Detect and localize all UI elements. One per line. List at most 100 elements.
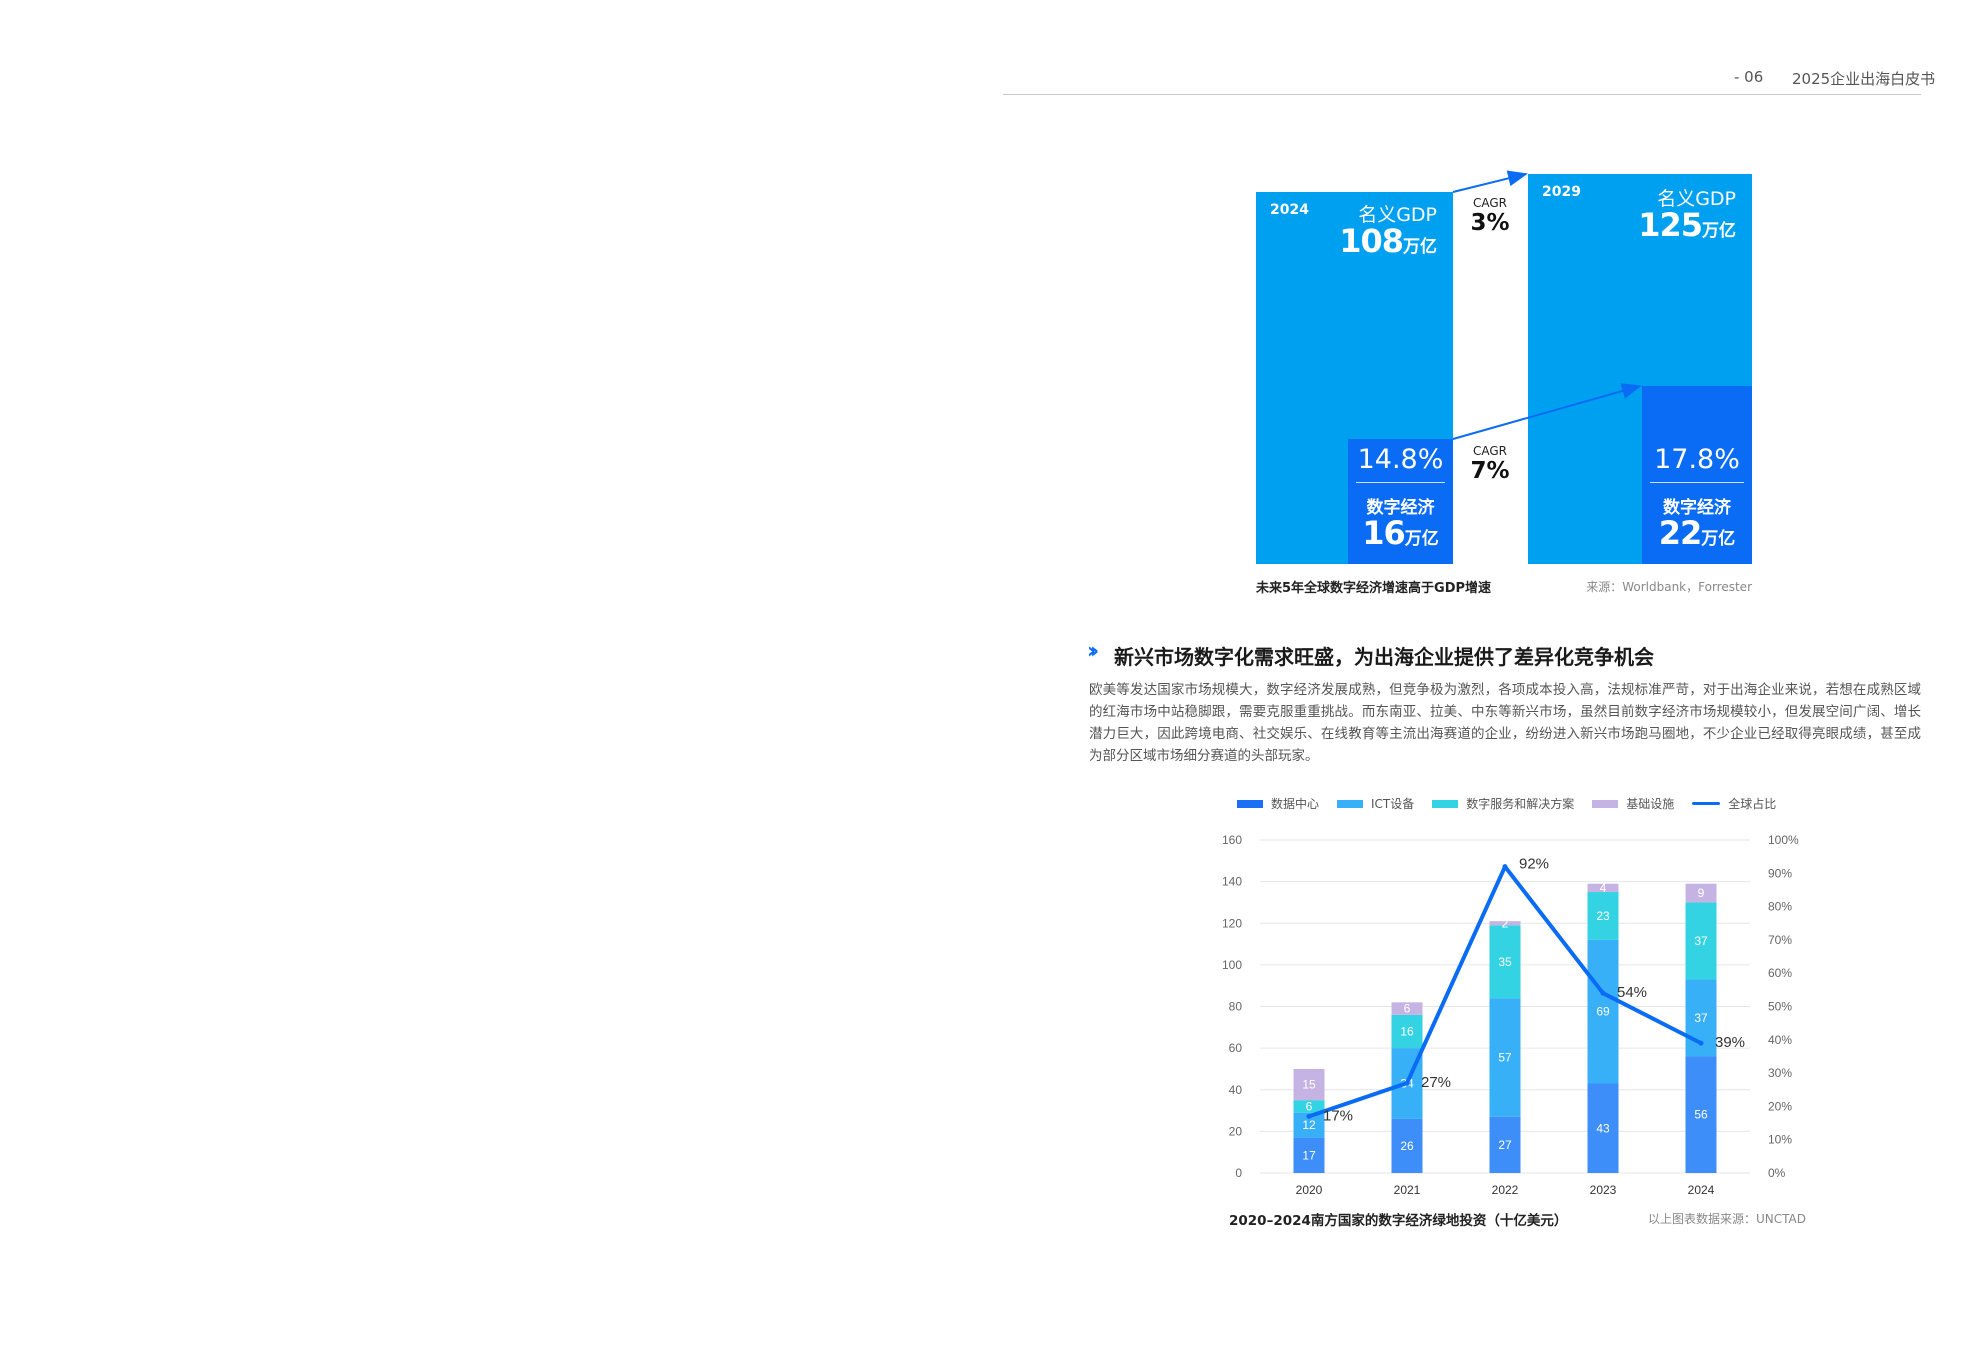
bar-segment — [1685, 902, 1717, 980]
bar-segment — [1489, 1116, 1521, 1173]
header-divider — [1003, 94, 1921, 95]
bar-segment — [1391, 1118, 1423, 1173]
y-tick-label: 120 — [1222, 916, 1242, 930]
gdp-2024-value: 108万亿 — [1339, 222, 1437, 260]
chart-source: 以上图表数据来源：UNCTAD — [1648, 1212, 1806, 1226]
bar-segment — [1391, 1002, 1423, 1015]
x-tick-label: 2020 — [1296, 1183, 1323, 1197]
bar-segment — [1391, 1014, 1423, 1049]
y-tick-label: 0 — [1235, 1166, 1242, 1180]
bar-segment — [1587, 883, 1619, 893]
section-paragraph: 欧美等发达国家市场规模大，数字经济发展成熟，但竞争极为激烈，各项成本投入高，法规… — [1089, 682, 1921, 764]
y2-tick-label: 50% — [1768, 1000, 1792, 1014]
line-point — [1306, 1113, 1312, 1119]
cagr-digital-label: CAGR — [1472, 444, 1507, 458]
line-value-label: 54% — [1617, 984, 1647, 1001]
y-tick-label: 140 — [1222, 875, 1242, 889]
legend-item-digital-services: 数字服务和解决方案 — [1432, 795, 1574, 812]
bar-value-label: 15 — [1302, 1078, 1316, 1092]
digital-2029-label: 数字经济 — [1663, 498, 1731, 518]
legend-item-global-share: 全球占比 — [1692, 795, 1776, 812]
gdp-cagr-arrow — [1452, 170, 1528, 193]
investment-chart: 0 20 40 60 80 100 120 140 160 0% 10% 20% 30% 40% 50% 60… — [1222, 833, 1799, 1197]
divider-2024 — [1356, 482, 1445, 483]
bar-value-label: 4 — [1600, 881, 1607, 895]
line-value-label: 39% — [1715, 1034, 1745, 1051]
digital-2024-block — [1348, 439, 1453, 564]
gdp-figure-source: 来源：Worldbank，Forrester — [1586, 580, 1752, 594]
y2-tick-label: 30% — [1768, 1066, 1792, 1080]
bar-segment — [1293, 1100, 1325, 1113]
bar-value-label: 26 — [1400, 1139, 1414, 1153]
y2-tick-label: 80% — [1768, 900, 1792, 914]
bar-segment — [1587, 892, 1619, 940]
bar-value-label: 56 — [1694, 1108, 1708, 1122]
gdp-figure-caption: 未来5年全球数字经济增速高于GDP增速 — [1256, 581, 1492, 596]
bar-segment — [1489, 925, 1521, 999]
bar-value-label: 37 — [1694, 1011, 1708, 1025]
chart-legend: 数据中心 ICT设备 数字服务和解决方案 基础设施 全球占比 — [1237, 795, 1776, 812]
line-value-label: 92% — [1519, 856, 1549, 873]
divider-2029 — [1650, 482, 1744, 483]
legend-item-infrastructure: 基础设施 — [1592, 795, 1674, 812]
bar-value-label: 6 — [1306, 1099, 1313, 1113]
y-tick-label: 20 — [1229, 1124, 1243, 1138]
line-point — [1600, 990, 1606, 996]
legend-item-ict: ICT设备 — [1337, 795, 1414, 812]
legend-item-datacenter: 数据中心 — [1237, 795, 1319, 812]
line-value-label: 17% — [1323, 1107, 1353, 1124]
digital-2024-value: 16万亿 — [1362, 514, 1439, 552]
bar-segment — [1685, 1056, 1717, 1173]
x-tick-label: 2021 — [1394, 1183, 1421, 1197]
bar-value-label: 9 — [1698, 886, 1705, 900]
digital-cagr-arrow — [1452, 383, 1642, 440]
bar-value-label: 27 — [1498, 1138, 1512, 1152]
bar-value-label: 6 — [1404, 1002, 1411, 1016]
growth-arrows — [1452, 170, 1642, 440]
cagr-gdp-value: 3% — [1470, 210, 1510, 236]
bar-value-label: 57 — [1498, 1050, 1512, 1064]
bar-segment — [1489, 921, 1521, 926]
gdp-2024-label: 名义GDP — [1358, 204, 1437, 226]
x-tick-label: 2023 — [1590, 1183, 1617, 1197]
digital-share-2029: 17.8% — [1654, 444, 1740, 475]
bar-segment — [1293, 1068, 1325, 1101]
bar-value-label: 17 — [1302, 1148, 1316, 1162]
section-title: 新兴市场数字化需求旺盛，为出海企业提供了差异化竞争机会 — [1114, 645, 1654, 669]
bar-value-label: 2 — [1502, 916, 1509, 930]
y2-tick-label: 60% — [1768, 966, 1792, 980]
bar-segment — [1587, 939, 1619, 1084]
bar-value-label: 37 — [1694, 934, 1708, 948]
chart-caption: 2020–2024南方国家的数字经济绿地投资（十亿美元） — [1229, 1213, 1568, 1229]
cagr-gdp-label: CAGR — [1472, 196, 1507, 210]
y2-tick-label: 90% — [1768, 866, 1792, 880]
bar-segment — [1293, 1137, 1325, 1173]
bar-value-label: 69 — [1596, 1005, 1610, 1019]
y2-tick-label: 40% — [1768, 1033, 1792, 1047]
gdp-comparison-figure: 2024 名义GDP 108万亿 14.8% 数字经济 16万亿 2029 名义… — [1256, 170, 1752, 564]
line-point — [1404, 1080, 1410, 1086]
cagr-digital-value: 7% — [1470, 458, 1510, 484]
line-point — [1698, 1040, 1704, 1046]
document-title: 2025企业出海白皮书 — [1792, 70, 1936, 88]
gdp-2029-value: 125万亿 — [1638, 206, 1736, 244]
gdp-2029-label: 名义GDP — [1657, 188, 1736, 210]
bar-segment — [1685, 883, 1717, 903]
y2-tick-label: 0% — [1768, 1166, 1786, 1180]
year-2029-label: 2029 — [1542, 184, 1581, 200]
digital-2024-label: 数字经济 — [1366, 498, 1435, 518]
bar-segment — [1587, 1083, 1619, 1173]
y2-tick-label: 10% — [1768, 1133, 1792, 1147]
y-tick-label: 80 — [1229, 1000, 1243, 1014]
page-number: - 06 — [1734, 68, 1764, 86]
bar-value-label: 23 — [1596, 909, 1610, 923]
y-tick-label: 40 — [1229, 1083, 1243, 1097]
x-tick-label: 2022 — [1492, 1183, 1519, 1197]
double-chevron-icon: ›› — [1087, 639, 1099, 664]
line-point — [1502, 864, 1508, 870]
line-value-label: 27% — [1421, 1074, 1451, 1091]
bar-value-label: 12 — [1302, 1118, 1316, 1132]
y2-tick-label: 70% — [1768, 933, 1792, 947]
bar-value-label: 16 — [1400, 1024, 1414, 1038]
y2-tick-label: 20% — [1768, 1099, 1792, 1113]
